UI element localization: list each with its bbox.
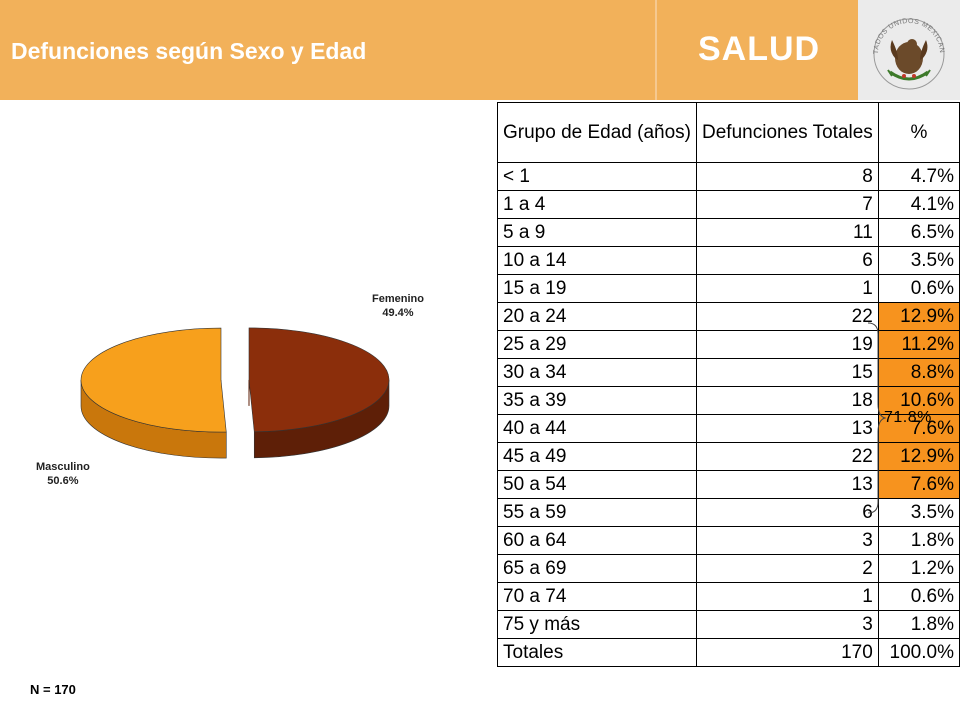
- table-row: 1 a 4 7 4.1%: [496, 190, 960, 219]
- table-row: 60 a 64 3 1.8%: [496, 526, 960, 555]
- header-divider: [655, 0, 657, 100]
- cell-pct: 1.2%: [877, 554, 960, 583]
- cell-group: 20 a 24: [496, 302, 698, 331]
- page-title: Defunciones según Sexo y Edad: [11, 38, 367, 64]
- cell-pct: 7.6%: [877, 414, 960, 443]
- national-seal-icon: ESTADOS UNIDOS MEXICANOS: [868, 10, 945, 90]
- header-title-panel: [0, 0, 655, 100]
- cell-pct: 0.6%: [877, 274, 960, 303]
- cell-pct: 4.1%: [877, 190, 960, 219]
- cell-pct: 0.6%: [877, 582, 960, 611]
- pie-label-masculino-value: 50.6%: [47, 475, 79, 487]
- cell-group: 50 a 54: [496, 470, 698, 499]
- table-row: 65 a 69 2 1.2%: [496, 554, 960, 583]
- table-row: 40 a 44 13 7.6%: [496, 414, 960, 443]
- cell-group: < 1: [496, 162, 698, 191]
- cell-group: 30 a 34: [496, 358, 698, 387]
- table-row: 75 y más 3 1.8%: [496, 610, 960, 639]
- cell-group: 40 a 44: [496, 414, 698, 443]
- cell-group: 45 a 49: [496, 442, 698, 471]
- pie-label-femenino: Femenino 49.4%: [372, 292, 424, 320]
- bracket-sum-label: 71.8%: [884, 409, 932, 426]
- pie-slice-femenino-cut: [248, 379, 250, 406]
- header-brand-panel: [657, 0, 858, 100]
- cell-group: 5 a 9: [496, 218, 698, 247]
- cell-group: 25 a 29: [496, 330, 698, 359]
- cell-pct: 8.8%: [877, 358, 960, 387]
- cell-pct: 7.6%: [877, 470, 960, 499]
- table-row: 25 a 29 19 11.2%: [496, 330, 960, 359]
- table-row: 45 a 49 22 12.9%: [496, 442, 960, 471]
- cell-deaths: 6: [696, 246, 879, 275]
- cell-deaths: 1: [696, 582, 879, 611]
- table-row: Totales 170 100.0%: [496, 638, 960, 667]
- cell-deaths: 19: [696, 330, 879, 359]
- pie-chart-svg: [80, 327, 390, 459]
- cell-deaths: 8: [696, 162, 879, 191]
- cell-deaths: 7: [696, 190, 879, 219]
- table-row: 30 a 34 15 8.8%: [496, 358, 960, 387]
- cell-group: 1 a 4: [496, 190, 698, 219]
- cell-group: 70 a 74: [496, 582, 698, 611]
- pie-slice-femenino: [248, 327, 390, 433]
- header-banner: Defunciones según Sexo y Edad SALUD ESTA…: [0, 0, 960, 100]
- table-header-row: Grupo de Edad (años) Defunciones Totales…: [496, 102, 960, 163]
- cell-pct: 1.8%: [877, 526, 960, 555]
- cell-deaths: 18: [696, 386, 879, 415]
- header-pct: %: [877, 102, 960, 163]
- cell-group: 65 a 69: [496, 554, 698, 583]
- table-row: 55 a 59 6 3.5%: [496, 498, 960, 527]
- brand-logo-text: SALUD: [698, 30, 821, 68]
- cell-group: 15 a 19: [496, 274, 698, 303]
- cell-deaths: 3: [696, 610, 879, 639]
- cell-pct: 12.9%: [877, 442, 960, 471]
- cell-pct: 11.2%: [877, 330, 960, 359]
- cell-deaths: 1: [696, 274, 879, 303]
- cell-pct: 3.5%: [877, 246, 960, 275]
- cell-deaths: 13: [696, 470, 879, 499]
- cell-pct: 4.7%: [877, 162, 960, 191]
- table-row: 35 a 39 18 10.6%: [496, 386, 960, 415]
- sample-size-note: N = 170: [30, 682, 76, 697]
- table-row: 50 a 54 13 7.6%: [496, 470, 960, 499]
- pie-label-femenino-value: 49.4%: [382, 307, 414, 319]
- pie-chart: Femenino 49.4% Masculino 50.6%: [0, 270, 480, 510]
- cell-group: Totales: [496, 638, 698, 667]
- cell-deaths: 22: [696, 302, 879, 331]
- cell-deaths: 22: [696, 442, 879, 471]
- pie-slice-masculino: [80, 327, 227, 433]
- cell-group: 75 y más: [496, 610, 698, 639]
- cell-group: 35 a 39: [496, 386, 698, 415]
- cell-pct: 3.5%: [877, 498, 960, 527]
- cell-pct: 12.9%: [877, 302, 960, 331]
- pie-label-masculino: Masculino 50.6%: [36, 460, 90, 488]
- header-group: Grupo de Edad (años): [496, 102, 698, 163]
- cell-group: 10 a 14: [496, 246, 698, 275]
- right-brace-icon: [867, 322, 886, 514]
- cell-deaths: 2: [696, 554, 879, 583]
- cell-group: 55 a 59: [496, 498, 698, 527]
- table-row: < 1 8 4.7%: [496, 162, 960, 191]
- table-row: 20 a 24 22 12.9%: [496, 302, 960, 331]
- cell-deaths: 6: [696, 498, 879, 527]
- cell-deaths: 11: [696, 218, 879, 247]
- age-table: Grupo de Edad (años) Defunciones Totales…: [496, 102, 960, 667]
- header-deaths: Defunciones Totales: [696, 102, 879, 163]
- table-row: 10 a 14 6 3.5%: [496, 246, 960, 275]
- cell-pct: 6.5%: [877, 218, 960, 247]
- cell-deaths: 15: [696, 358, 879, 387]
- cell-pct: 10.6%: [877, 386, 960, 415]
- table-row: 15 a 19 1 0.6%: [496, 274, 960, 303]
- table-row: 5 a 9 11 6.5%: [496, 218, 960, 247]
- cell-deaths: 170: [696, 638, 879, 667]
- cell-deaths: 3: [696, 526, 879, 555]
- cell-pct: 1.8%: [877, 610, 960, 639]
- pie-label-femenino-name: Femenino: [372, 293, 424, 305]
- cell-deaths: 13: [696, 414, 879, 443]
- table-row: 70 a 74 1 0.6%: [496, 582, 960, 611]
- cell-group: 60 a 64: [496, 526, 698, 555]
- pie-label-masculino-name: Masculino: [36, 461, 90, 473]
- cell-pct: 100.0%: [877, 638, 960, 667]
